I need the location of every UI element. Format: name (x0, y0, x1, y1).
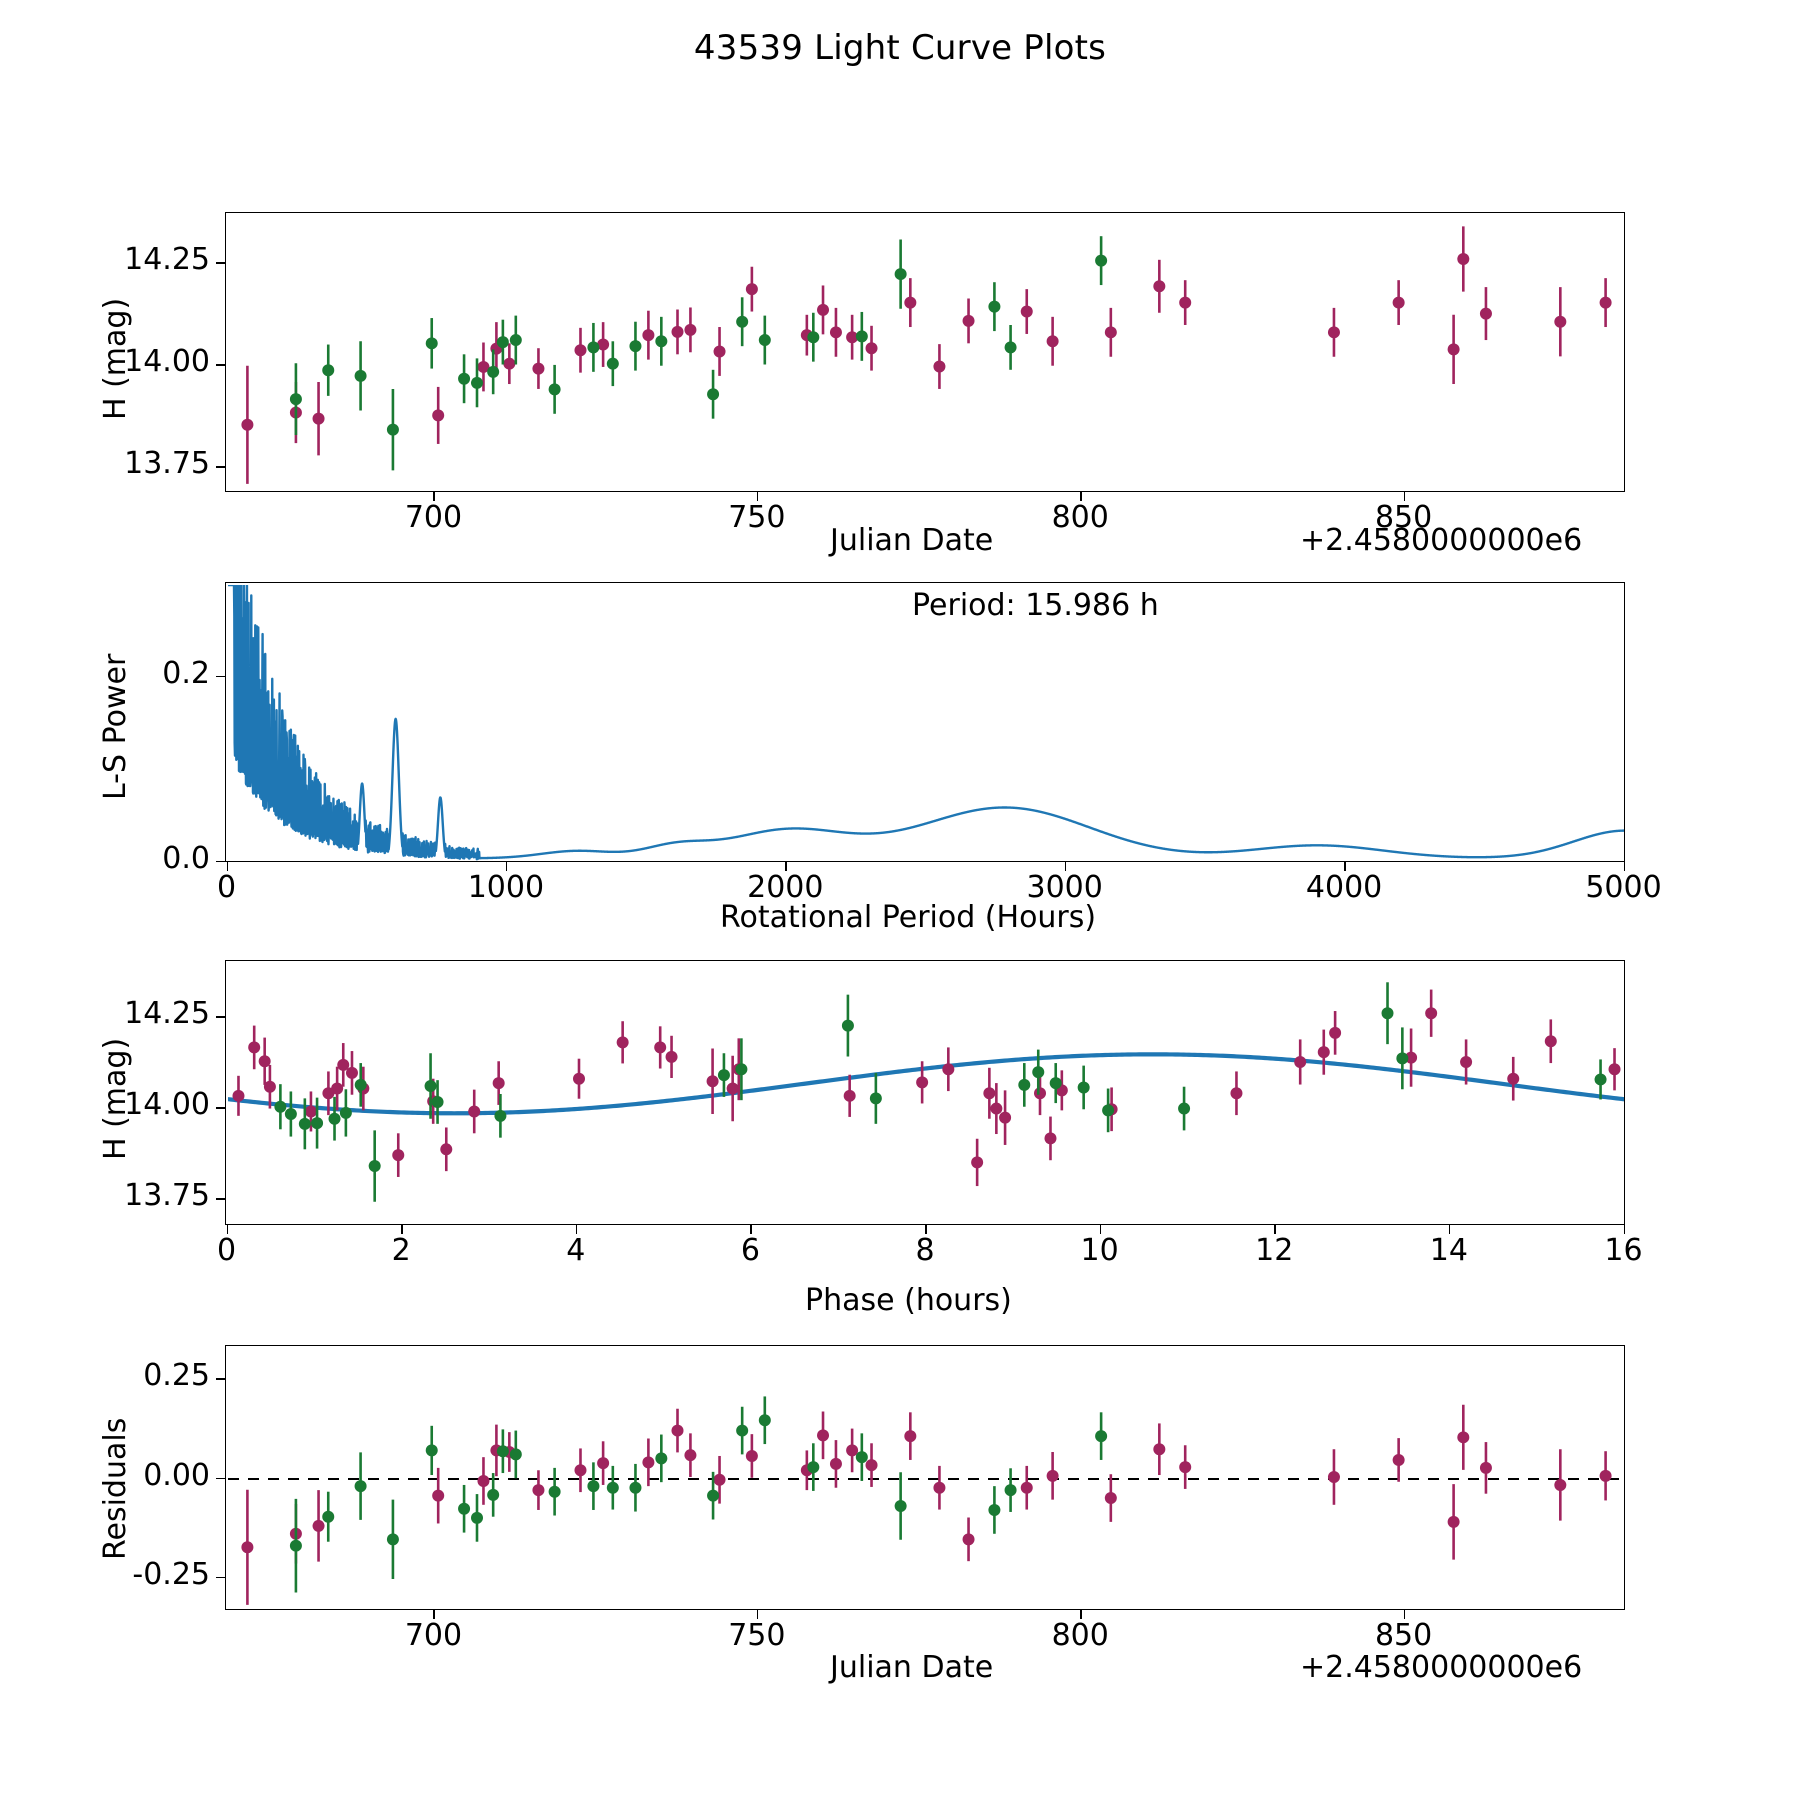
x-tick-mark (226, 862, 229, 871)
y-tick-mark (216, 262, 225, 264)
y-tick-label: 0.00 (143, 1457, 210, 1493)
y-tick-mark (216, 1378, 225, 1380)
x-tick-mark (1403, 1610, 1406, 1619)
y-tick-mark (216, 1576, 225, 1579)
y-tick-mark (216, 466, 225, 468)
x-tick-mark (785, 862, 787, 871)
x-tick-mark (1448, 1225, 1451, 1234)
x-tick-mark (1344, 862, 1346, 871)
sinusoid-fit-line (227, 1051, 1624, 1115)
y-tick-label: 14.25 (124, 996, 210, 1032)
x-tick-mark (1623, 1225, 1626, 1234)
x-tick-mark (575, 1225, 578, 1234)
y-tick-mark (216, 1107, 225, 1109)
x-tick-label: 4 (566, 1233, 586, 1268)
x-tick-mark (1080, 492, 1082, 501)
x-tick-mark (1064, 862, 1067, 871)
x-tick-mark (1623, 862, 1626, 871)
panel-phase-folded (225, 960, 1625, 1225)
x-tick-mark (1403, 492, 1406, 501)
y-tick-mark (216, 860, 225, 863)
x-tick-mark (226, 1225, 229, 1234)
x-tick-mark (925, 1225, 927, 1234)
panel-periodogram (225, 582, 1625, 862)
x-tick-label: 12 (1255, 1233, 1294, 1268)
series-series_b (289, 1395, 1107, 1593)
y-tick-label: 13.75 (124, 1178, 210, 1214)
y-tick-mark (216, 1016, 225, 1018)
x-tick-label: 4000 (1305, 870, 1383, 905)
x-tick-label: 2 (391, 1233, 411, 1268)
axis-label-x-panel3: Phase (hours) (805, 1283, 1012, 1318)
x-tick-label: 16 (1604, 1233, 1643, 1268)
periodogram-line (227, 584, 1624, 860)
y-tick-mark (216, 1198, 225, 1200)
series-series_b (289, 235, 1107, 470)
x-tick-label: 850 (1374, 1618, 1433, 1653)
x-tick-label: 850 (1374, 500, 1433, 535)
x-tick-label: 2000 (747, 870, 824, 905)
y-tick-label: 0.2 (162, 655, 210, 691)
y-tick-label: 14.00 (124, 344, 210, 380)
x-tick-label: 8 (915, 1233, 935, 1268)
page-title: 43539 Light Curve Plots (693, 28, 1107, 68)
series-series_a (231, 989, 1621, 1186)
y-tick-label: -0.25 (132, 1556, 210, 1592)
x-tick-label: 5000 (1585, 870, 1662, 905)
axis-label-x-panel1: Julian Date (830, 523, 994, 558)
x-tick-label: 700 (404, 500, 463, 535)
x-tick-label: 750 (728, 1618, 786, 1653)
series-series_a (240, 225, 1612, 484)
x-tick-label: 3000 (1026, 870, 1103, 905)
x-tick-mark (505, 862, 508, 871)
x-offset-text-panel1: +2.4580000000e6 (1300, 523, 1583, 558)
x-tick-label: 10 (1080, 1233, 1119, 1268)
panel-residuals (225, 1345, 1625, 1610)
x-tick-mark (433, 1610, 436, 1619)
x-tick-label: 1000 (467, 870, 545, 905)
x-tick-mark (1099, 1225, 1102, 1234)
x-offset-text-panel4: +2.4580000000e6 (1300, 1650, 1583, 1685)
y-tick-label: 14.00 (124, 1087, 210, 1123)
x-tick-label: 0 (216, 1233, 237, 1268)
series-series_b (273, 981, 1607, 1202)
y-tick-mark (216, 675, 225, 678)
y-tick-label: 0.0 (162, 840, 210, 876)
x-tick-label: 750 (728, 500, 786, 535)
y-tick-label: 13.75 (124, 446, 210, 482)
x-tick-label: 800 (1051, 1618, 1109, 1653)
x-tick-mark (756, 1610, 759, 1619)
x-tick-label: 0 (216, 870, 237, 905)
x-tick-label: 6 (740, 1233, 760, 1268)
x-tick-label: 14 (1429, 1233, 1468, 1268)
y-tick-mark (216, 1477, 225, 1480)
x-tick-mark (401, 1225, 403, 1234)
x-tick-mark (433, 492, 436, 501)
y-tick-mark (216, 364, 225, 366)
x-tick-label: 700 (404, 1618, 463, 1653)
x-tick-mark (750, 1225, 752, 1234)
x-tick-label: 800 (1051, 500, 1109, 535)
x-tick-mark (1080, 1610, 1082, 1619)
axis-label-x-panel2: Rotational Period (Hours) (720, 900, 1097, 935)
panel-light-curve (225, 212, 1625, 492)
y-tick-label: 14.25 (124, 242, 210, 278)
period-annotation: Period: 15.986 h (912, 588, 1159, 623)
x-tick-mark (1274, 1225, 1276, 1234)
x-tick-mark (756, 492, 759, 501)
y-tick-label: 0.25 (143, 1358, 210, 1394)
axis-label-x-panel4: Julian Date (830, 1650, 994, 1685)
series-series_a (240, 1404, 1612, 1605)
